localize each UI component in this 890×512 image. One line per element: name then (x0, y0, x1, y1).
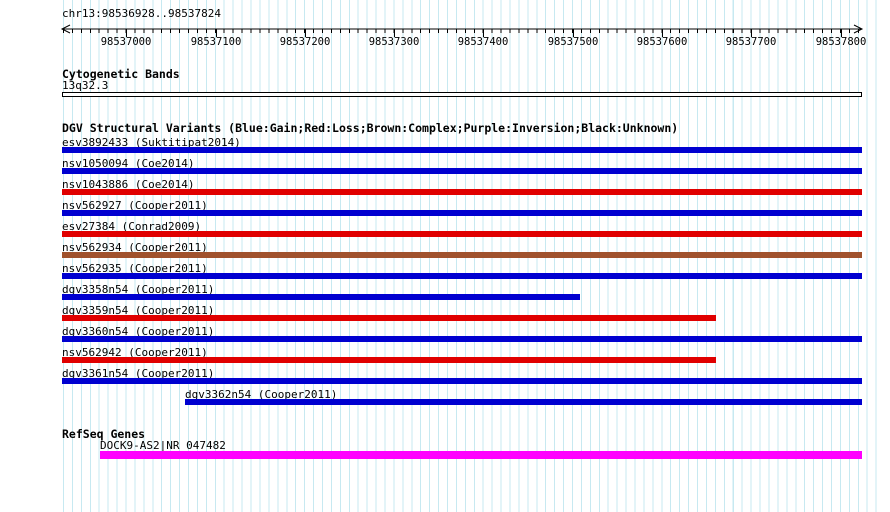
ruler-major-tick (751, 29, 752, 37)
ruler-tick-label: 98537500 (547, 36, 599, 48)
ruler-axis-arrows (60, 24, 864, 34)
ruler-minor-ticks (63, 29, 862, 33)
variant-bar[interactable] (62, 336, 862, 342)
variant-label[interactable]: esv3892433 (Suktitipat2014) (62, 136, 241, 149)
variant-label[interactable]: dgv3362n54 (Cooper2011) (185, 388, 338, 401)
variant-label[interactable]: dgv3360n54 (Cooper2011) (62, 325, 215, 338)
variant-bar[interactable] (185, 399, 862, 405)
ruler-major-tick (216, 29, 217, 37)
refseq-track-title: RefSeq Genes (62, 427, 146, 441)
variant-bar[interactable] (62, 378, 862, 384)
variant-bar[interactable] (62, 189, 862, 195)
variant-bar[interactable] (62, 210, 862, 216)
variant-bar[interactable] (62, 294, 580, 300)
variant-label[interactable]: dgv3361n54 (Cooper2011) (62, 367, 215, 380)
region-title: chr13:98536928..98537824 (62, 7, 221, 20)
variant-label[interactable]: dgv3359n54 (Cooper2011) (62, 304, 215, 317)
cytogenetic-track-title: Cytogenetic Bands (62, 67, 180, 81)
variant-label[interactable]: nsv562934 (Cooper2011) (62, 241, 208, 254)
ruler-tick-label: 98537600 (636, 36, 688, 48)
ruler-major-tick (394, 29, 395, 37)
variant-bar[interactable] (62, 147, 862, 153)
variant-label[interactable]: nsv562935 (Cooper2011) (62, 262, 208, 275)
ruler-major-tick (662, 29, 663, 37)
gene-bar[interactable] (100, 451, 862, 459)
ruler-major-tick (483, 29, 484, 37)
variant-bar[interactable] (62, 168, 862, 174)
variant-label[interactable]: nsv562942 (Cooper2011) (62, 346, 208, 359)
cytoband-glyph[interactable] (62, 92, 862, 97)
variant-bar[interactable] (62, 357, 716, 363)
ruler-tick-label: 98537000 (100, 36, 152, 48)
variant-bar[interactable] (62, 273, 862, 279)
ruler-major-tick (573, 29, 574, 37)
cytoband-label[interactable]: 13q32.3 (62, 79, 109, 92)
variant-label[interactable]: esv27384 (Conrad2009) (62, 220, 202, 233)
variant-bar[interactable] (62, 231, 862, 237)
ruler-tick-label: 98537100 (190, 36, 242, 48)
ruler-tick-label: 98537800 (815, 36, 867, 48)
variant-bar[interactable] (62, 315, 716, 321)
ruler-major-tick (126, 29, 127, 37)
variant-label[interactable]: nsv1043886 (Coe2014) (62, 178, 195, 191)
variant-bar[interactable] (62, 252, 862, 258)
ruler-tick-label: 98537700 (725, 36, 777, 48)
ruler-tick-label: 98537400 (457, 36, 509, 48)
variant-label[interactable]: dgv3358n54 (Cooper2011) (62, 283, 215, 296)
gene-label[interactable]: DOCK9-AS2|NR_047482 (100, 439, 226, 452)
ruler-tick-label: 98537200 (279, 36, 331, 48)
ruler-major-tick (841, 29, 842, 37)
ruler-tick-label: 98537300 (368, 36, 420, 48)
dgv-track-title: DGV Structural Variants (Blue:Gain;Red:L… (62, 121, 679, 135)
variant-label[interactable]: nsv1050094 (Coe2014) (62, 157, 195, 170)
ruler-major-tick (305, 29, 306, 37)
variant-label[interactable]: nsv562927 (Cooper2011) (62, 199, 208, 212)
